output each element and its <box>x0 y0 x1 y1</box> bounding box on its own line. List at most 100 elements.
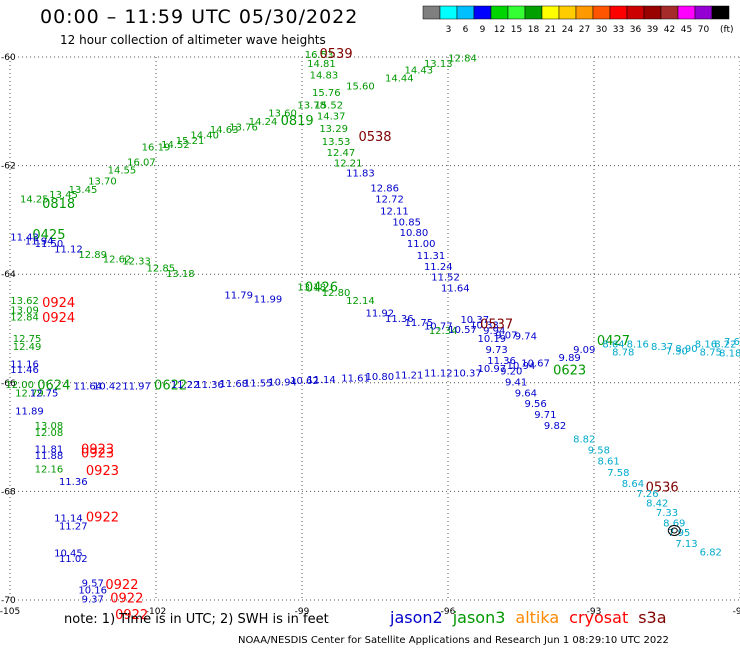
colorbar-label: 33 <box>613 25 624 35</box>
data-point-label: 9.56 <box>524 399 546 410</box>
data-point-label: 7.30 <box>666 347 688 358</box>
credit-line: NOAA/NESDIS Center for Satellite Applica… <box>238 635 669 646</box>
data-point-label: 8.22 <box>714 340 736 351</box>
data-point-label: 10.94 <box>268 378 297 389</box>
colorbar-label: 15 <box>511 25 522 35</box>
data-point-label: 10.62 <box>290 376 319 387</box>
data-point-label: 14.40 <box>190 130 219 141</box>
data-point-label: 10.37 <box>453 368 482 379</box>
chart-subtitle: 12 hour collection of altimeter wave hei… <box>60 33 326 47</box>
data-point-label: 11.88 <box>35 451 64 462</box>
pass-time-label: 0622 <box>154 378 187 393</box>
data-point-label: 13.18 <box>166 269 195 280</box>
pass-time-label: 0922 <box>105 578 138 593</box>
data-point-label: 7.58 <box>607 468 629 479</box>
data-point-label: 11.55 <box>244 379 273 390</box>
data-point-label: 13.76 <box>229 122 258 133</box>
data-point-label: 12.47 <box>327 148 356 159</box>
pass-time-label: 0623 <box>553 364 586 379</box>
data-point-label: 11.12 <box>424 368 453 379</box>
data-point-label: 12.11 <box>380 206 409 217</box>
data-point-label: 11.64 <box>74 381 103 392</box>
data-point-label: 8.82 <box>573 435 595 446</box>
data-point-label: 10.42 <box>93 381 122 392</box>
data-point-label: 11.94 <box>25 236 54 247</box>
data-point-label: 14.83 <box>310 71 339 82</box>
data-point-label: 10.16 <box>78 585 107 596</box>
data-point-label: 12.49 <box>13 342 42 353</box>
colorbar-label: 45 <box>681 25 692 35</box>
data-point-label: 14.52 <box>161 140 190 151</box>
data-point-label: 10.80 <box>400 228 429 239</box>
data-point-label: 11.68 <box>220 379 249 390</box>
data-point-label: 14.81 <box>307 59 336 70</box>
pass-time-label: 0923 <box>81 442 114 457</box>
data-point-label: 12.72 <box>375 195 404 206</box>
data-point-label: 13.45 <box>49 190 78 201</box>
data-point-label: 10.94 <box>507 361 536 372</box>
data-point-label: 11.36 <box>195 380 224 391</box>
colorbar-label: 70 <box>698 25 710 35</box>
data-point-label: 13.29 <box>319 124 348 135</box>
x-tick-label: -93 <box>587 607 602 617</box>
data-point-label: 8.16 <box>627 340 649 351</box>
data-point-label: 11.16 <box>10 360 39 371</box>
pass-time-label: 0426 <box>305 281 338 296</box>
legend-entry-jason3: jason3 <box>452 608 506 627</box>
data-point-label: 14.24 <box>249 117 278 128</box>
data-point-label: 11.99 <box>254 294 283 305</box>
data-point-label: 13.18 <box>297 282 326 293</box>
data-point-label: 11.75 <box>404 318 433 329</box>
data-point-label: 8.64 <box>622 479 644 490</box>
data-point-label: 14.63 <box>210 125 239 136</box>
data-point-label: 12.75 <box>13 334 42 345</box>
y-tick-label: -62 <box>1 162 16 172</box>
legend-entry-cryosat: cryosat <box>569 608 629 627</box>
data-point-label: 11.14 <box>307 375 336 386</box>
data-point-label: 13.70 <box>88 177 117 188</box>
data-point-label: 11.52 <box>431 273 460 284</box>
data-point-label: 13.60 <box>268 109 297 120</box>
data-point-label: 10.85 <box>392 217 421 228</box>
contour-mark <box>670 527 678 534</box>
data-point-label: 11.27 <box>59 521 88 532</box>
data-point-label: 8.37 <box>651 342 673 353</box>
legend-entry-jason2: jason2 <box>390 608 443 627</box>
data-point-label: 12.16 <box>35 464 64 475</box>
data-point-label: 8.42 <box>646 499 668 510</box>
data-point-label: 11.64 <box>441 284 470 295</box>
data-point-label: 16.19 <box>142 142 171 153</box>
data-point-label: 14.44 <box>385 73 414 84</box>
data-point-label: 11.89 <box>15 406 44 417</box>
y-tick-label: -68 <box>1 487 16 497</box>
pass-time-label: 0536 <box>646 480 679 495</box>
pass-time-label: 0922 <box>110 592 143 607</box>
data-point-label: 12.85 <box>147 263 176 274</box>
data-point-label: 6.82 <box>700 547 722 558</box>
data-point-label: 10.67 <box>521 359 550 370</box>
pass-time-label: 0924 <box>42 311 75 326</box>
data-point-label: 11.21 <box>395 370 424 381</box>
colorbar-label: 12 <box>494 25 505 35</box>
data-point-label: 7.26 <box>636 489 658 500</box>
data-point-label: 12.75 <box>30 388 59 399</box>
x-tick-label: -96 <box>441 607 456 617</box>
data-point-label: 13.78 <box>297 101 326 112</box>
data-point-label: 10.80 <box>366 372 395 383</box>
data-point-label: 8.69 <box>663 519 685 530</box>
data-point-label: 12.89 <box>78 250 107 261</box>
data-point-label: 14.25 <box>20 195 49 206</box>
data-point-label: 15.76 <box>312 88 341 99</box>
y-tick-label: -60 <box>1 53 16 63</box>
colorbar-swatch <box>711 5 730 20</box>
pass-time-label: 0922 <box>86 510 119 525</box>
data-point-label: 13.53 <box>322 137 351 148</box>
data-point-label: 12.14 <box>346 296 375 307</box>
x-tick-label: -105 <box>0 607 20 617</box>
color-scale-bar: 3 6 9 12 15 18 21 24 27 30 33 36 39 42 45 70 (ft) <box>422 5 734 35</box>
data-point-label: 7.13 <box>675 539 697 550</box>
y-tick-label: -64 <box>1 270 16 280</box>
x-tick-label: -102 <box>146 607 166 617</box>
data-point-label: 13.13 <box>424 59 453 70</box>
data-point-label: 13.09 <box>10 305 39 316</box>
